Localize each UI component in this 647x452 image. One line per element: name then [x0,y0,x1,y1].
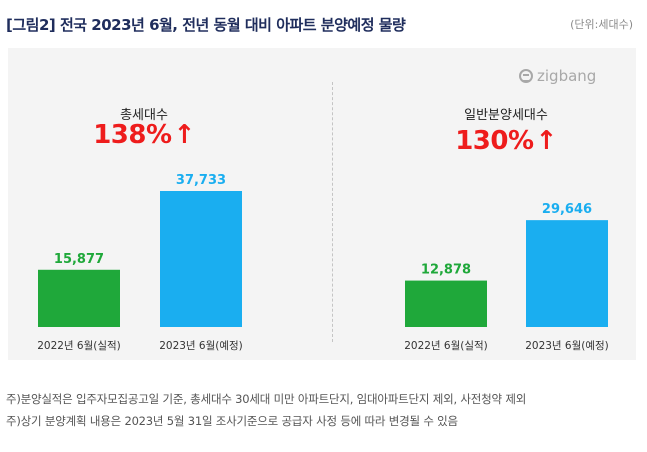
zigbang-logo-icon [519,69,533,83]
group-title-general: 일반분양세대수 [464,108,548,123]
footnote-1: 주)분양실적은 입주자모집공고일 기준, 총세대수 30세대 미만 아파트단지,… [6,392,527,406]
growth-total: 138%↑ [44,120,244,150]
up-arrow-icon: ↑ [535,126,558,156]
bar-0-0 [38,269,120,327]
bar-1-1 [526,220,608,327]
brand-logo: zigbang [519,67,596,85]
value-label-1-0: 12,878 [421,263,471,278]
value-label-0-0: 15,877 [54,252,104,267]
chart-title: [그림2] 전국 2023년 6월, 전년 동월 대비 아파트 분양예정 물량 [6,16,406,34]
footnote-2: 주)상기 분양계획 내용은 2023년 5월 31일 조사기준으로 공급자 사정… [6,414,458,428]
unit-label: (단위:세대수) [570,18,633,31]
category-label-1-0: 2022년 6월(실적) [404,340,488,352]
bar-chart-svg: 15,877 2022년 6월(실적) 37,733 2023년 6월(예정) 12,8… [37,173,609,352]
category-label-0-1: 2023년 6월(예정) [159,339,243,352]
panel-divider [332,82,333,342]
value-label-1-1: 29,646 [542,202,592,217]
value-label-0-1: 37,733 [176,173,226,188]
up-arrow-icon: ↑ [173,120,196,150]
logo-text: zigbang [537,67,597,85]
growth-total-value: 138% [93,120,172,150]
growth-general-value: 130% [455,126,534,156]
chart-panel: zigbang 총세대수 138%↑ 일반분양세대수 130%↑ 15,877 2… [8,48,636,360]
bar-0-1 [160,191,242,327]
category-label-1-1: 2023년 6월(예정) [525,339,609,352]
growth-general: 130%↑ [406,126,606,156]
category-label-0-0: 2022년 6월(실적) [37,340,121,352]
group-title-total: 총세대수 [120,108,168,123]
bar-1-0 [405,280,487,327]
